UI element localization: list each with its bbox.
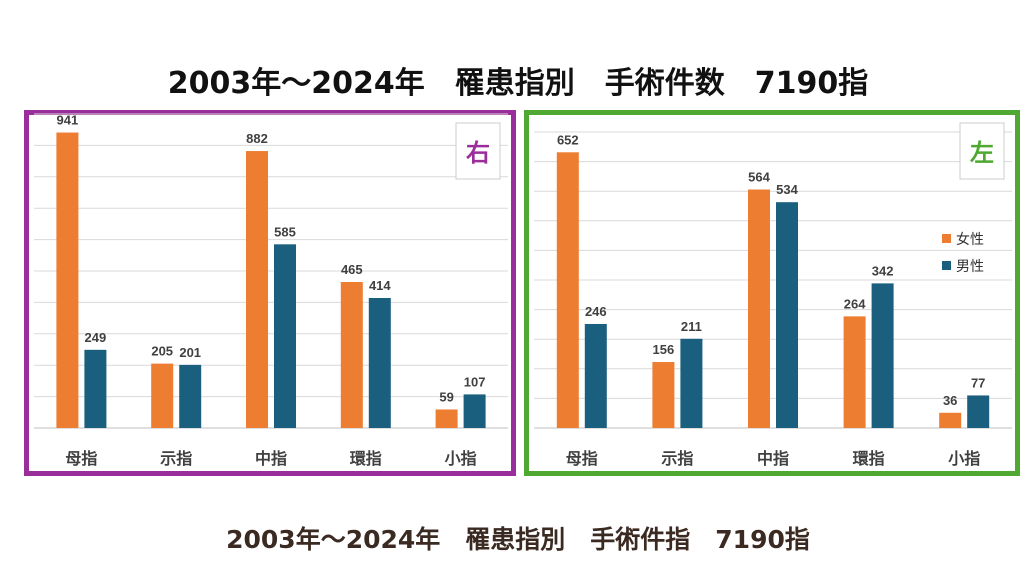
bar-female xyxy=(56,132,79,428)
bar-male xyxy=(368,298,391,428)
bar-value-label: 107 xyxy=(464,374,486,389)
bar-value-label: 246 xyxy=(585,304,607,319)
chart-right-hand: 右 941 249 母指 205 201 示指 882 585 中指 465 414 環指 59 107 小指 xyxy=(24,110,516,476)
caption: 2003年～2024年 罹患指別 手術件指 7190指 xyxy=(226,525,810,554)
bar-female xyxy=(151,363,174,428)
x-tick-label: 小指 xyxy=(948,449,980,468)
x-tick-label: 中指 xyxy=(757,449,789,468)
bar-female xyxy=(748,189,770,428)
bar-female xyxy=(246,151,268,428)
x-tick-label: 示指 xyxy=(160,449,192,468)
bar-female xyxy=(652,362,675,428)
bar-value-label: 585 xyxy=(274,224,296,239)
bar-value-label: 534 xyxy=(776,182,798,197)
x-tick-label: 示指 xyxy=(661,449,693,468)
legend-label: 女性 xyxy=(956,231,984,248)
x-tick-label: 環指 xyxy=(350,449,382,468)
bar-male xyxy=(274,244,296,428)
bar-value-label: 205 xyxy=(151,344,173,359)
bar-value-label: 264 xyxy=(844,296,866,311)
bar-value-label: 941 xyxy=(57,113,79,128)
legend-swatch xyxy=(942,234,951,243)
bar-female xyxy=(340,281,363,428)
side-label-box xyxy=(959,122,1005,180)
bar-value-label: 59 xyxy=(439,389,453,404)
bar-female xyxy=(939,412,962,428)
legend-swatch xyxy=(942,261,951,270)
bar-value-label: 564 xyxy=(748,170,770,185)
side-label: 右 xyxy=(466,139,490,167)
main-title: 2003年～2024年 罹患指別 手術件数 7190指 xyxy=(167,66,869,101)
x-tick-label: 小指 xyxy=(445,449,477,468)
bar-value-label: 882 xyxy=(246,131,268,146)
bar-value-label: 36 xyxy=(943,393,957,408)
bar-value-label: 77 xyxy=(971,375,985,390)
panel-border-right xyxy=(24,110,516,476)
bar-male xyxy=(776,202,798,428)
legend-label: 男性 xyxy=(956,259,984,275)
bar-male xyxy=(463,394,486,428)
side-label-box xyxy=(455,122,501,180)
x-tick-label: 母指 xyxy=(65,449,97,468)
bar-value-label: 414 xyxy=(369,278,391,293)
bar-male xyxy=(584,323,607,428)
bar-male xyxy=(84,349,107,428)
x-tick-label: 母指 xyxy=(566,449,598,468)
x-tick-label: 中指 xyxy=(255,449,287,468)
bar-male xyxy=(179,364,202,428)
bar-male xyxy=(967,395,990,428)
x-tick-label: 環指 xyxy=(853,449,885,468)
bar-value-label: 342 xyxy=(872,263,894,278)
bar-value-label: 249 xyxy=(85,330,107,345)
bar-female xyxy=(556,152,579,428)
bar-female xyxy=(435,409,458,428)
bar-female xyxy=(843,316,866,428)
bar-value-label: 211 xyxy=(681,319,702,334)
bar-male xyxy=(680,338,703,428)
side-label: 左 xyxy=(970,139,994,167)
bar-value-label: 465 xyxy=(341,262,363,277)
panel-border-left xyxy=(524,110,1020,476)
bar-value-label: 652 xyxy=(557,132,579,147)
chart-left-hand: 左 652 246 母指 156 211 示指 564 534 中指 264 342 環指 36 77 小指 女… xyxy=(524,110,1020,476)
bar-value-label: 156 xyxy=(653,342,675,357)
bar-male xyxy=(871,283,894,428)
bar-value-label: 201 xyxy=(179,345,201,360)
